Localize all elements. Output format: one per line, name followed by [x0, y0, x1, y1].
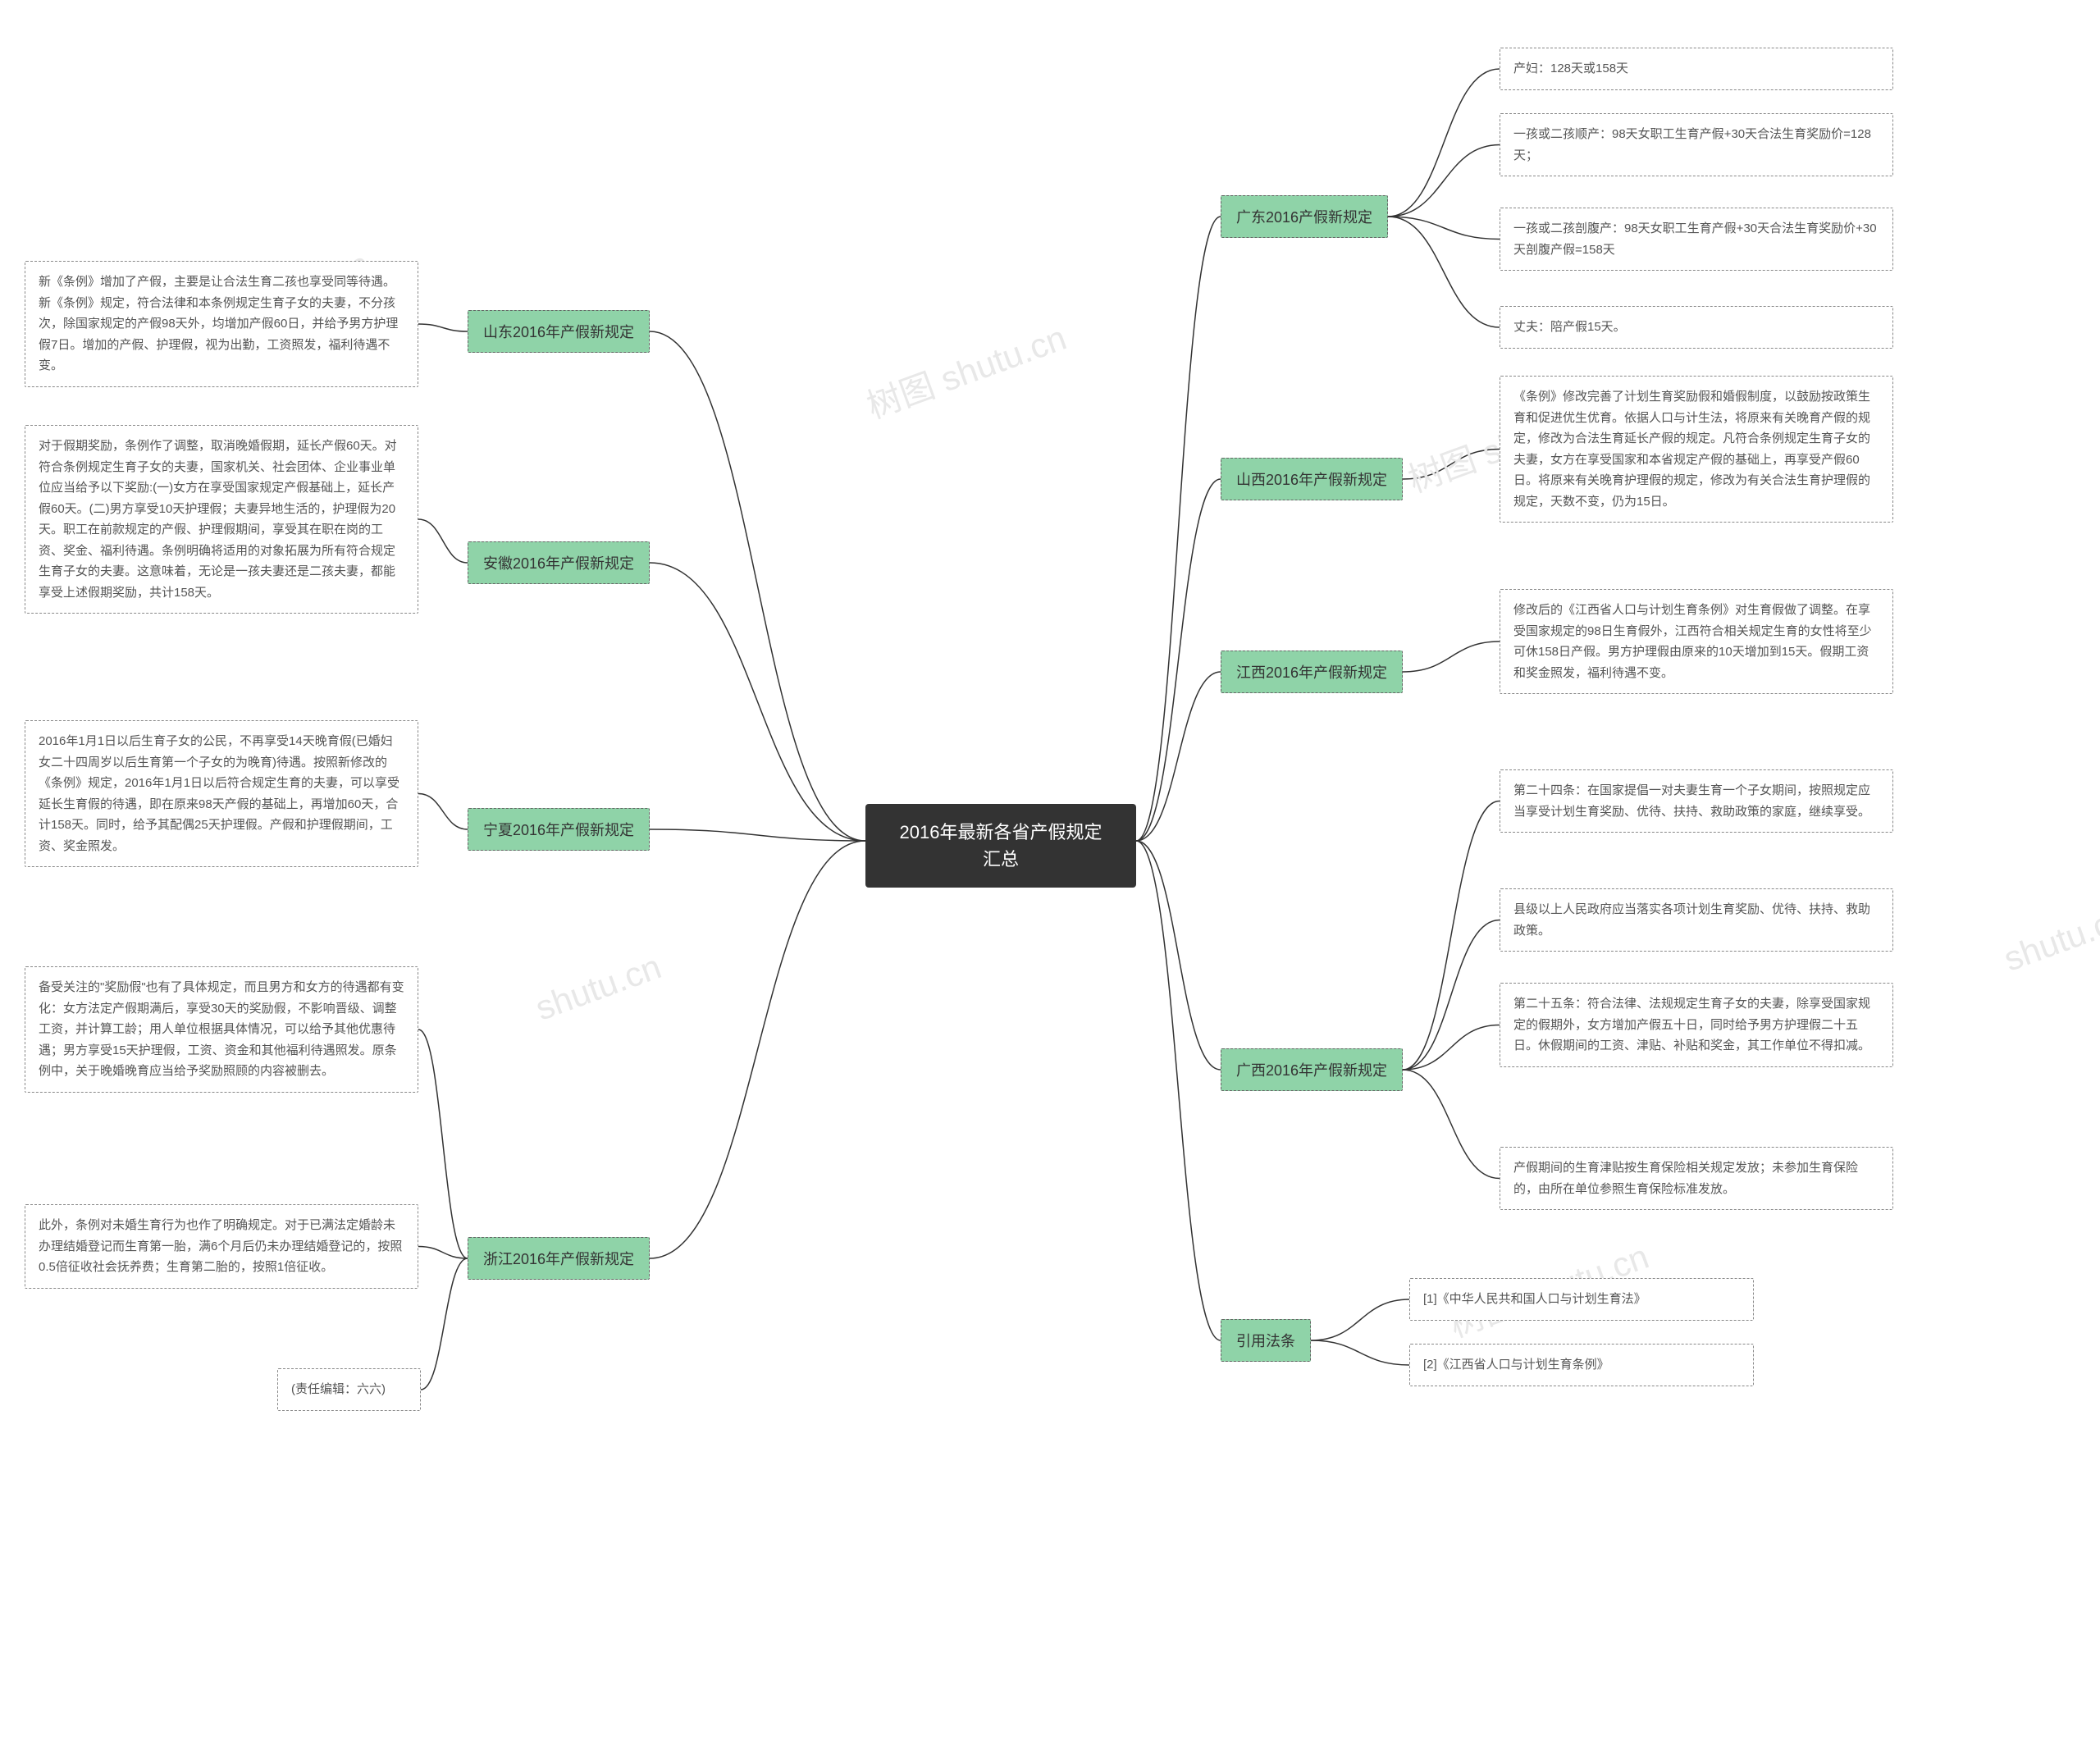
right-leaf-node: 《条例》修改完善了计划生育奖励假和婚假制度，以鼓励按政策生育和促进优生优育。依据… [1500, 376, 1893, 523]
watermark: shutu.cn [531, 947, 667, 1028]
left-leaf-node: (责任编辑：六六) [277, 1368, 421, 1411]
left-branch-node: 山东2016年产假新规定 [468, 310, 650, 353]
mindmap-canvas: 树图 shutu.cn树图 shutu.cnshutu.cn树图 shutu.c… [0, 0, 2100, 1744]
left-leaf-node: 备受关注的"奖励假"也有了具体规定，而且男方和女方的待遇都有变化：女方法定产假期… [25, 966, 418, 1093]
left-branch-node: 安徽2016年产假新规定 [468, 541, 650, 584]
right-leaf-node: 修改后的《江西省人口与计划生育条例》对生育假做了调整。在享受国家规定的98日生育… [1500, 589, 1893, 694]
right-leaf-node: 产假期间的生育津贴按生育保险相关规定发放；未参加生育保险的，由所在单位参照生育保… [1500, 1147, 1893, 1210]
left-leaf-node: 2016年1月1日以后生育子女的公民，不再享受14天晚育假(已婚妇女二十四周岁以… [25, 720, 418, 867]
right-leaf-node: 第二十五条：符合法律、法规规定生育子女的夫妻，除享受国家规定的假期外，女方增加产… [1500, 983, 1893, 1067]
right-branch-node: 山西2016年产假新规定 [1221, 458, 1403, 500]
right-leaf-node: 一孩或二孩剖腹产：98天女职工生育产假+30天合法生育奖励价+30天剖腹产假=1… [1500, 208, 1893, 271]
right-leaf-node: [1]《中华人民共和国人口与计划生育法》 [1409, 1278, 1754, 1321]
right-leaf-node: 第二十四条：在国家提倡一对夫妻生育一个子女期间，按照规定应当享受计划生育奖励、优… [1500, 769, 1893, 833]
right-branch-node: 广西2016年产假新规定 [1221, 1048, 1403, 1091]
watermark: 树图 shutu.cn [859, 310, 1072, 428]
left-leaf-node: 此外，条例对未婚生育行为也作了明确规定。对于已满法定婚龄未办理结婚登记而生育第一… [25, 1204, 418, 1289]
left-branch-node: 宁夏2016年产假新规定 [468, 808, 650, 851]
right-leaf-node: 丈夫：陪产假15天。 [1500, 306, 1893, 349]
right-branch-node: 引用法条 [1221, 1319, 1311, 1362]
left-leaf-node: 新《条例》增加了产假，主要是让合法生育二孩也享受同等待遇。新《条例》规定，符合法… [25, 261, 418, 387]
right-branch-node: 广东2016产假新规定 [1221, 195, 1388, 238]
right-leaf-node: [2]《江西省人口与计划生育条例》 [1409, 1344, 1754, 1386]
right-leaf-node: 县级以上人民政府应当落实各项计划生育奖励、优待、扶持、救助政策。 [1500, 888, 1893, 952]
right-leaf-node: 一孩或二孩顺产：98天女职工生育产假+30天合法生育奖励价=128天； [1500, 113, 1893, 176]
right-branch-node: 江西2016年产假新规定 [1221, 651, 1403, 693]
left-leaf-node: 对于假期奖励，条例作了调整，取消晚婚假期，延长产假60天。对符合条例规定生育子女… [25, 425, 418, 614]
watermark: shutu.cn [1999, 897, 2100, 979]
right-leaf-node: 产妇：128天或158天 [1500, 48, 1893, 90]
left-branch-node: 浙江2016年产假新规定 [468, 1237, 650, 1280]
center-node: 2016年最新各省产假规定汇总 [865, 804, 1136, 888]
